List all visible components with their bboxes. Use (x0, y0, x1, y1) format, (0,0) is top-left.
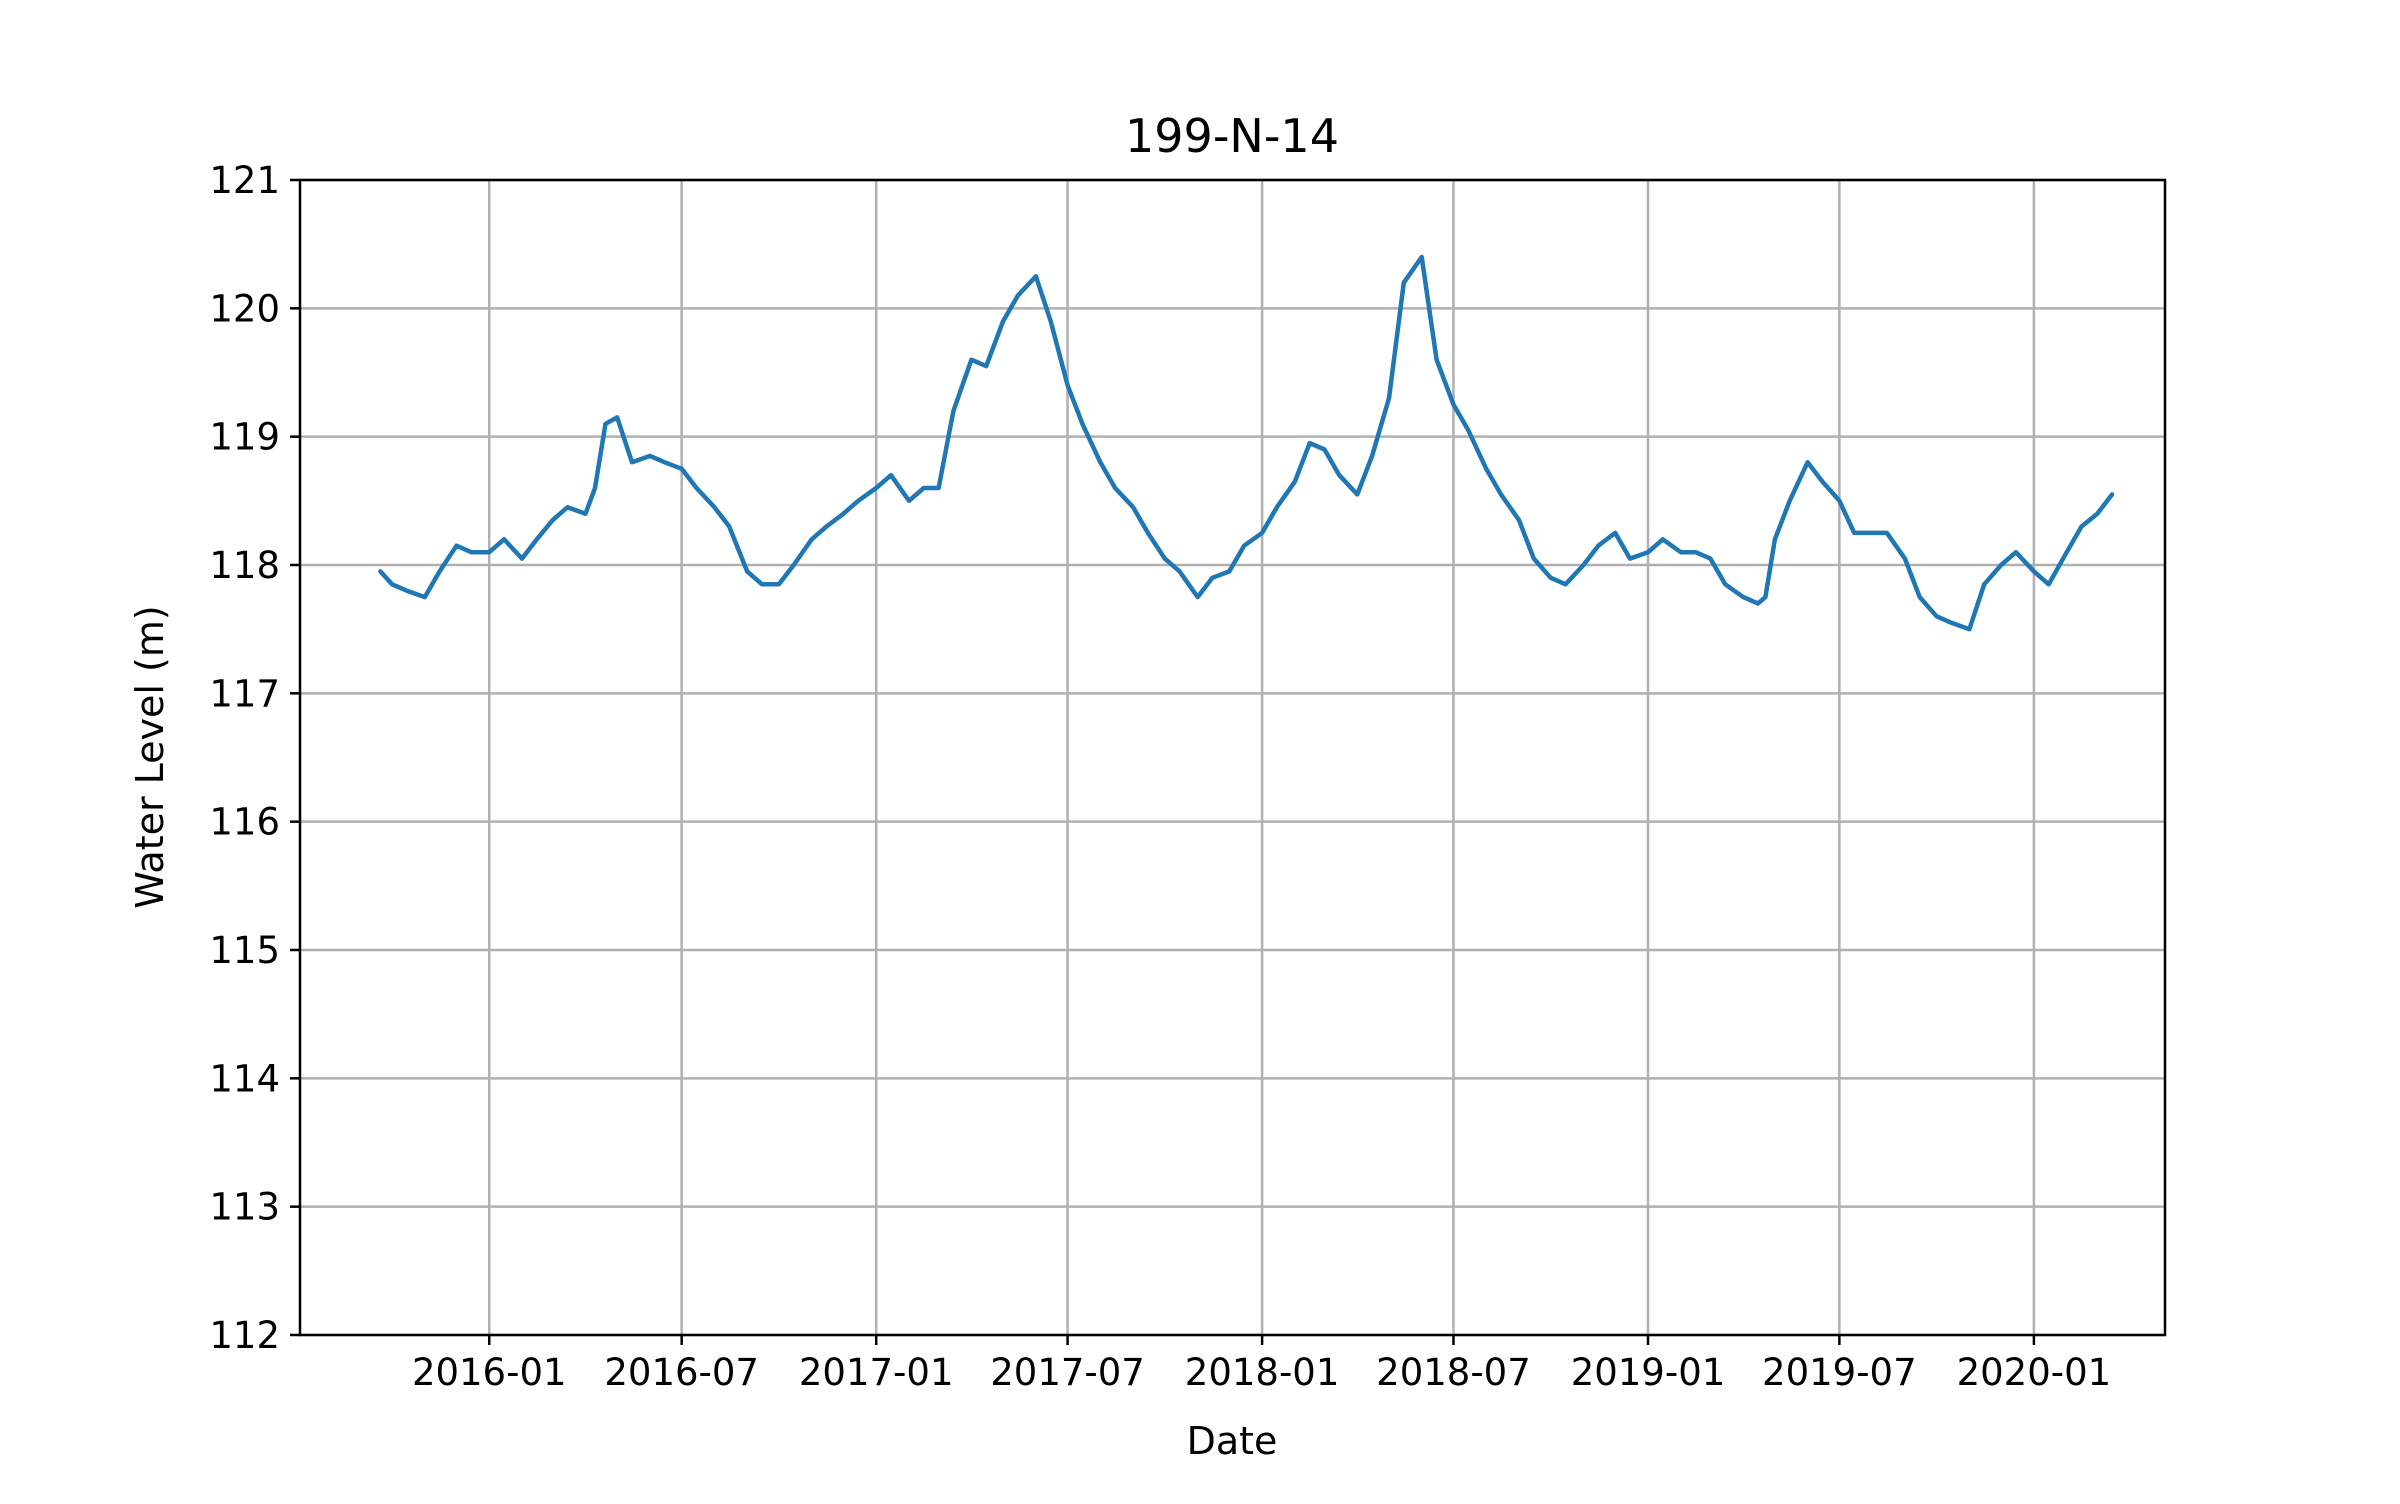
plot-frame (298, 178, 2167, 1337)
y-tick-label: 117 (209, 672, 280, 715)
x-tick-label: 2017-01 (799, 1351, 954, 1394)
x-tick-label: 2018-07 (1376, 1351, 1531, 1394)
x-tick-label: 2020-01 (1957, 1351, 2112, 1394)
series-line (378, 254, 2115, 632)
x-tick-label: 2017-07 (990, 1351, 1145, 1394)
y-axis-label: Water Level (m) (128, 605, 172, 908)
x-tick-label: 2019-01 (1571, 1351, 1726, 1394)
y-tick-label: 120 (209, 287, 280, 330)
y-tick-label: 113 (209, 1186, 280, 1229)
y-tick-label: 114 (209, 1057, 280, 1100)
y-tick-label: 118 (209, 544, 280, 587)
y-tick-label: 116 (209, 801, 280, 844)
x-tick-label: 2016-01 (412, 1351, 567, 1394)
x-axis-label: Date (1187, 1419, 1278, 1463)
series-layer (378, 254, 2115, 632)
y-tick-label: 115 (209, 929, 280, 972)
chart-title: 199-N-14 (1125, 109, 1339, 163)
x-tick-label: 2018-01 (1185, 1351, 1340, 1394)
x-tick-label: 2016-07 (604, 1351, 759, 1394)
axis-ticks: 2016-01 2016-07 2017-01 2017-07 2018-01 2018-… (209, 159, 2111, 1394)
x-tick-label: 2019-07 (1762, 1351, 1917, 1394)
y-tick-label: 112 (209, 1314, 280, 1357)
grid-lines (300, 178, 2165, 1337)
y-tick-label: 121 (209, 159, 280, 202)
y-tick-label: 119 (209, 416, 280, 459)
